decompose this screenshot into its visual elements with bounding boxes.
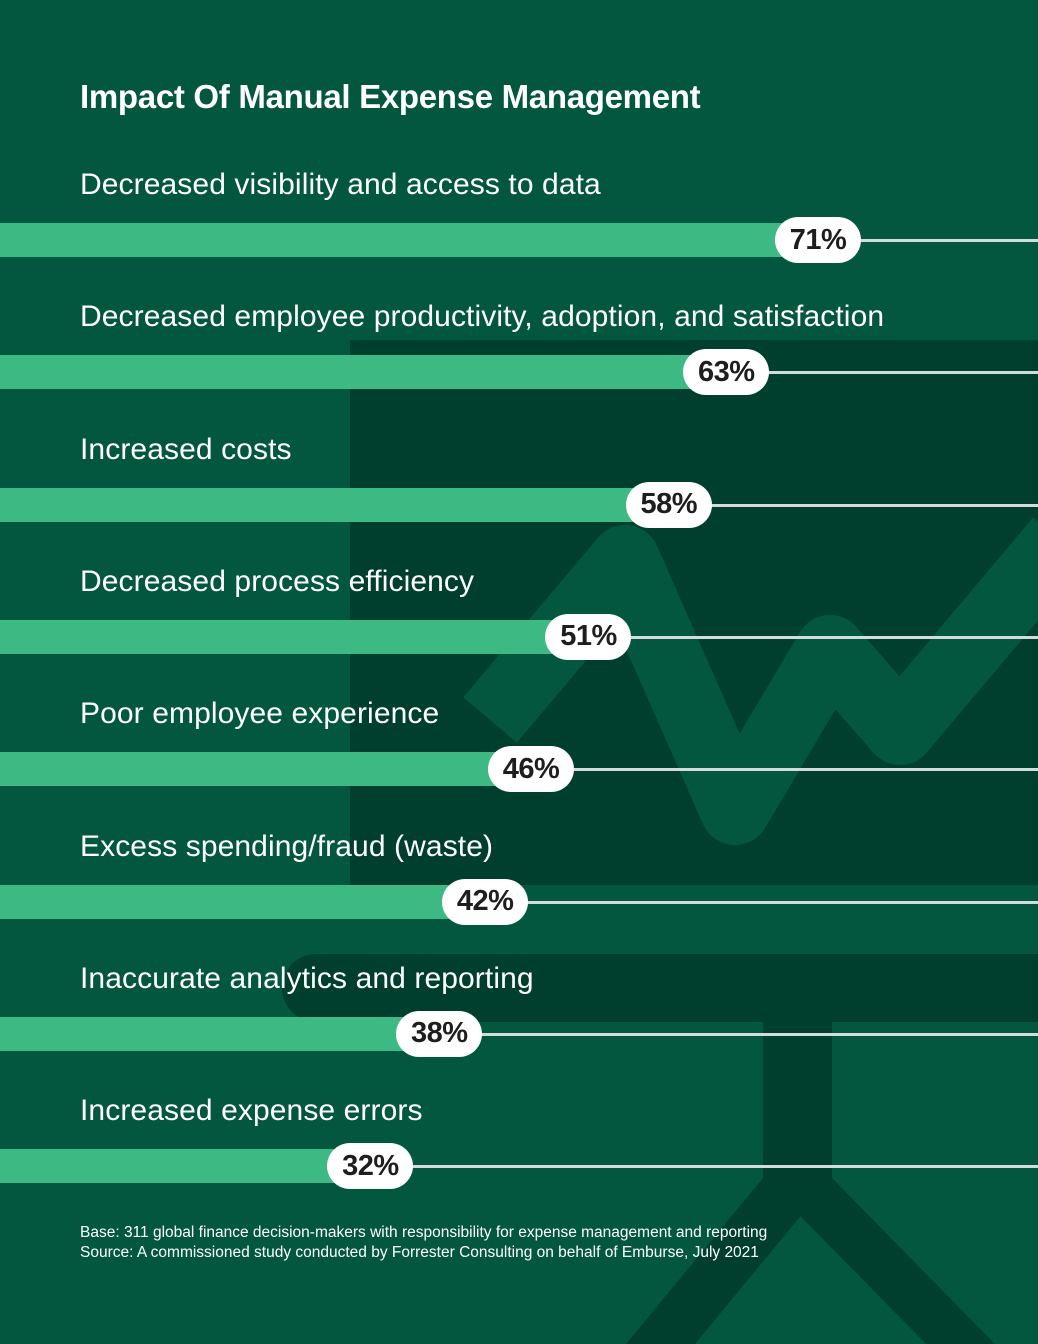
bar-leader-line — [409, 1165, 1038, 1169]
bar-label: Increased costs — [80, 432, 292, 466]
bar — [0, 223, 796, 257]
bar-label: Decreased employee productivity, adoptio… — [80, 300, 885, 334]
chart-footer: Base: 311 global finance decision-makers… — [80, 1223, 767, 1263]
bg-t-leg-left — [626, 1178, 832, 1344]
bar — [0, 884, 463, 919]
chart-title: Impact Of Manual Expense Management — [80, 78, 701, 115]
bar-value-label: 58% — [625, 481, 712, 528]
bar-label: Inaccurate analytics and reporting — [80, 961, 534, 995]
bar-leader-line — [857, 239, 1038, 242]
footer-source: Source: A commissioned study conducted b… — [80, 1244, 759, 1261]
bar — [0, 752, 509, 787]
bar-label: Excess spending/fraud (waste) — [80, 829, 494, 863]
bar-label: Decreased visibility and access to data — [80, 168, 601, 201]
bar-label: Decreased process efficiency — [80, 564, 475, 598]
bar — [0, 355, 704, 390]
bar-leader-line — [707, 503, 1038, 507]
bar-leader-line — [570, 768, 1038, 772]
bar-value-label: 46% — [488, 746, 575, 793]
bar-value-label: 42% — [442, 878, 529, 925]
bar-leader-line — [524, 900, 1038, 904]
bar — [0, 1149, 348, 1184]
bar-leader-line — [627, 635, 1038, 639]
bar — [0, 487, 646, 522]
bar-leader-line — [478, 1032, 1038, 1036]
bar-leader-line — [765, 371, 1038, 375]
bar-label: Increased expense errors — [80, 1094, 423, 1128]
footer-base: Base: 311 global finance decision-makers… — [80, 1224, 768, 1241]
bar-value-label: 51% — [545, 613, 632, 660]
bar-value-label: 63% — [683, 349, 770, 396]
bar — [0, 1016, 417, 1051]
bg-zigzag-stroke — [463, 517, 1038, 845]
bar-value-label: 32% — [327, 1143, 414, 1190]
bg-t-leg-right — [763, 1178, 995, 1344]
bar-value-label: 71% — [775, 217, 862, 263]
bar-value-label: 38% — [396, 1010, 483, 1057]
bg-t-band — [282, 954, 1038, 1022]
bg-t-stem — [763, 1022, 832, 1182]
bar-label: Poor employee experience — [80, 697, 440, 731]
bar — [0, 619, 566, 654]
